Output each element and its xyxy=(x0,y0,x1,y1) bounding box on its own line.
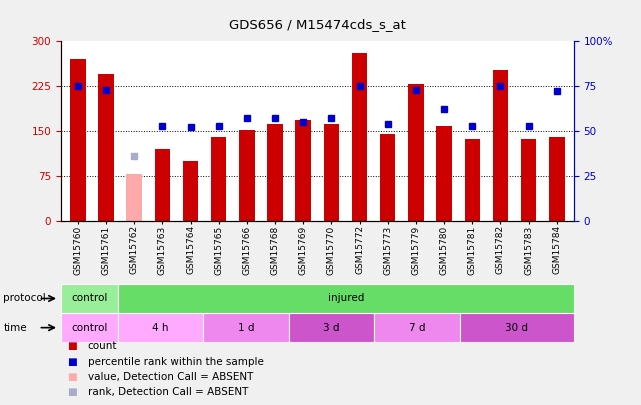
Text: ■: ■ xyxy=(67,372,77,382)
Bar xyxy=(352,53,367,221)
Bar xyxy=(374,313,460,342)
Bar xyxy=(98,74,113,221)
Bar xyxy=(118,313,203,342)
Bar xyxy=(267,124,283,221)
Bar xyxy=(211,137,226,221)
Bar xyxy=(324,124,339,221)
Text: 4 h: 4 h xyxy=(153,323,169,333)
Bar xyxy=(154,149,170,221)
Bar xyxy=(460,313,574,342)
Bar xyxy=(408,84,424,221)
Text: count: count xyxy=(88,341,117,351)
Bar xyxy=(183,161,198,221)
Bar xyxy=(296,120,311,221)
Text: 3 d: 3 d xyxy=(323,323,340,333)
Text: 30 d: 30 d xyxy=(505,323,528,333)
Bar xyxy=(61,284,118,313)
Text: rank, Detection Call = ABSENT: rank, Detection Call = ABSENT xyxy=(88,388,248,397)
Text: ■: ■ xyxy=(67,341,77,351)
Bar xyxy=(437,126,452,221)
Bar xyxy=(521,139,537,221)
Bar xyxy=(118,284,574,313)
Text: protocol: protocol xyxy=(3,294,46,303)
Bar xyxy=(380,134,395,221)
Bar xyxy=(126,174,142,221)
Text: control: control xyxy=(71,323,108,333)
Text: ■: ■ xyxy=(67,388,77,397)
Text: injured: injured xyxy=(328,294,364,303)
Text: 1 d: 1 d xyxy=(238,323,254,333)
Text: 7 d: 7 d xyxy=(409,323,425,333)
Bar xyxy=(549,137,565,221)
Text: GDS656 / M15474cds_s_at: GDS656 / M15474cds_s_at xyxy=(229,18,406,31)
Text: time: time xyxy=(3,323,27,333)
Bar xyxy=(61,313,118,342)
Text: value, Detection Call = ABSENT: value, Detection Call = ABSENT xyxy=(88,372,253,382)
Bar xyxy=(203,313,289,342)
Text: control: control xyxy=(71,294,108,303)
Bar xyxy=(70,59,85,221)
Bar xyxy=(289,313,374,342)
Bar xyxy=(465,139,480,221)
Bar xyxy=(493,70,508,221)
Text: ■: ■ xyxy=(67,357,77,367)
Text: percentile rank within the sample: percentile rank within the sample xyxy=(88,357,263,367)
Bar xyxy=(239,130,254,221)
